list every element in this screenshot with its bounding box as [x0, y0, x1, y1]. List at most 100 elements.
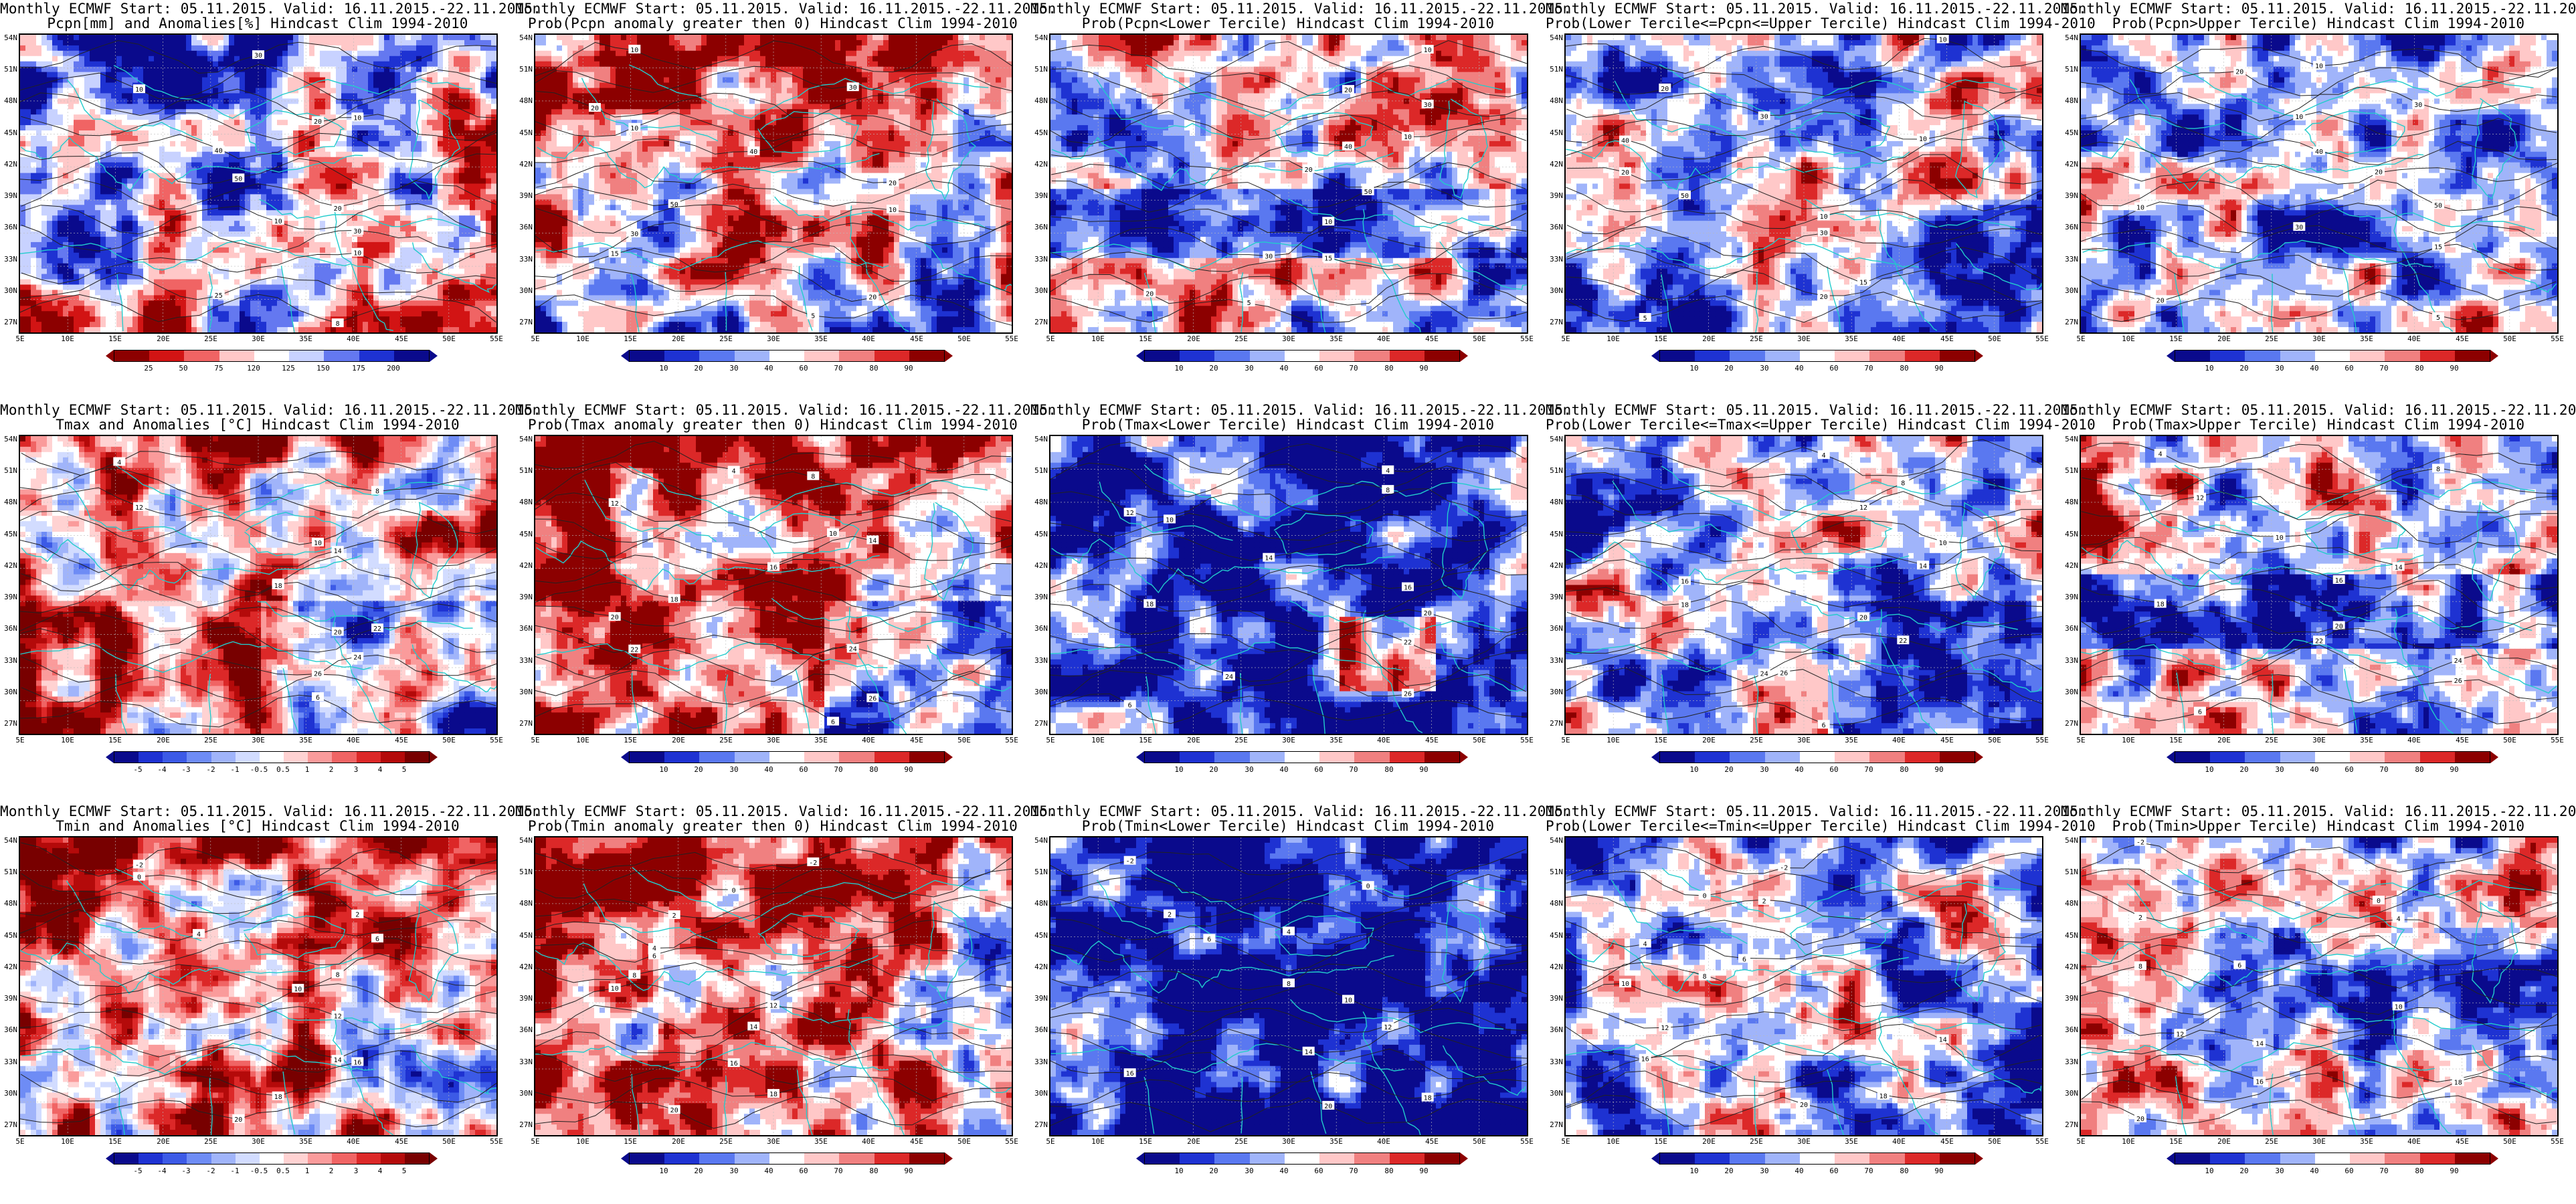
field-cell: [272, 51, 278, 57]
field-cell: [31, 311, 37, 317]
field-cell: [470, 205, 476, 211]
field-cell: [149, 194, 155, 200]
field-cell: [154, 194, 160, 200]
field-cell: [240, 327, 246, 332]
field-cell: [277, 311, 283, 317]
field-cell: [36, 114, 42, 120]
field-cell: [154, 231, 160, 237]
field-cell: [175, 189, 181, 195]
field-cell: [293, 210, 299, 216]
field-cell: [400, 104, 406, 110]
field-cell: [422, 269, 428, 275]
field-cell: [347, 242, 353, 248]
field-cell: [432, 322, 438, 328]
field-cell: [20, 280, 26, 286]
field-cell: [475, 35, 481, 41]
field-cell: [202, 136, 208, 142]
field-cell: [138, 290, 144, 296]
field-cell: [480, 280, 486, 286]
field-cell: [240, 253, 246, 259]
field-cell: [282, 210, 288, 216]
field-cell: [459, 168, 465, 174]
field-cell: [363, 189, 369, 195]
field-cell: [47, 210, 53, 216]
field-cell: [352, 258, 358, 264]
field-cell: [218, 210, 224, 216]
field-cell: [250, 327, 256, 332]
field-cell: [438, 306, 444, 312]
field-cell: [282, 242, 288, 248]
field-cell: [41, 300, 48, 306]
field-cell: [347, 327, 353, 332]
field-cell: [52, 258, 58, 264]
field-cell: [395, 199, 401, 205]
field-cell: [229, 226, 235, 232]
field-cell: [277, 83, 283, 89]
field-cell: [132, 215, 139, 221]
field-cell: [181, 125, 187, 131]
latitude-label: 33N: [1, 255, 17, 264]
field-cell: [149, 237, 155, 243]
field-cell: [149, 72, 155, 78]
field-cell: [52, 316, 58, 322]
latitude-label: 27N: [1, 318, 17, 326]
field-cell: [41, 35, 48, 41]
field-cell: [261, 109, 267, 115]
field-cell: [116, 120, 122, 126]
field-cell: [448, 88, 454, 94]
field-cell: [298, 173, 304, 179]
field-cell: [314, 274, 320, 280]
field-cell: [448, 210, 454, 216]
field-cell: [379, 125, 385, 131]
field-cell: [234, 141, 240, 147]
field-cell: [170, 306, 176, 312]
field-cell: [459, 247, 465, 254]
field-cell: [432, 253, 438, 259]
field-cell: [159, 311, 165, 317]
field-cell: [277, 157, 283, 163]
field-cell: [475, 231, 481, 237]
field-cell: [223, 194, 229, 200]
field-cell: [58, 221, 64, 227]
field-cell: [486, 93, 492, 99]
field-cell: [191, 78, 197, 84]
field-cell: [58, 258, 64, 264]
field-cell: [181, 141, 187, 147]
field-cell: [165, 205, 171, 211]
field-cell: [116, 311, 122, 317]
field-cell: [454, 78, 460, 84]
field-cell: [309, 247, 315, 254]
field-cell: [443, 237, 449, 243]
field-cell: [373, 295, 379, 301]
field-cell: [400, 231, 406, 237]
field-cell: [250, 83, 256, 89]
field-cell: [116, 104, 122, 110]
field-cell: [277, 300, 283, 306]
field-cell: [282, 173, 288, 179]
field-cell: [363, 322, 369, 328]
field-cell: [400, 247, 406, 254]
field-cell: [320, 141, 326, 147]
field-cell: [106, 242, 112, 248]
field-cell: [363, 306, 369, 312]
field-cell: [491, 306, 496, 312]
field-cell: [464, 40, 470, 46]
field-cell: [373, 72, 379, 78]
field-cell: [170, 146, 176, 153]
field-cell: [122, 152, 128, 158]
field-cell: [218, 258, 224, 264]
field-cell: [438, 253, 444, 259]
field-cell: [347, 157, 353, 163]
field-cell: [486, 40, 492, 46]
field-cell: [266, 237, 272, 243]
field-cell: [165, 322, 171, 328]
field-cell: [159, 210, 165, 216]
field-cell: [116, 98, 122, 104]
field-cell: [74, 199, 80, 205]
field-cell: [320, 290, 326, 296]
field-cell: [229, 274, 235, 280]
field-cell: [352, 300, 358, 306]
field-cell: [384, 242, 390, 248]
field-cell: [400, 35, 406, 41]
field-cell: [475, 300, 481, 306]
